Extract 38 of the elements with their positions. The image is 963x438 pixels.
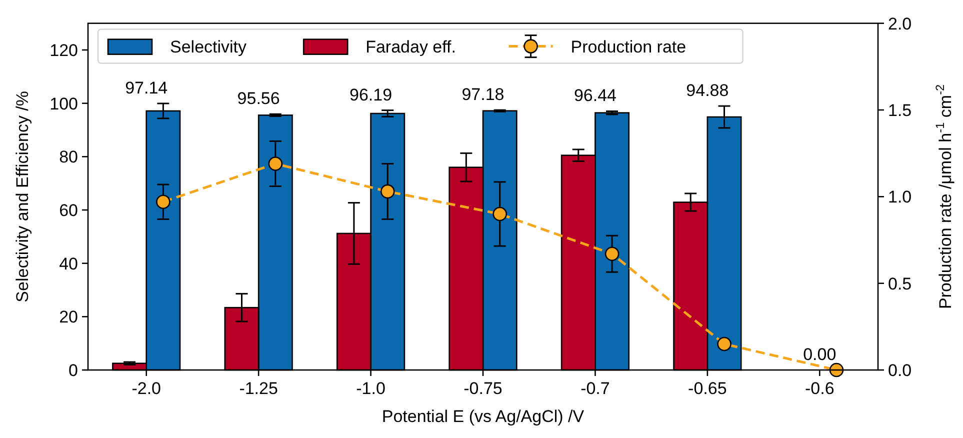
point (380, 184, 395, 199)
x-tick-label: -0.75 (464, 379, 502, 398)
y2-tick-label: 2.0 (888, 14, 912, 34)
y-tick-label: 60 (59, 200, 78, 220)
y-axis-title: Selectivity and Efficiency /% (13, 90, 32, 302)
y-tick-label: 100 (50, 94, 78, 114)
y2-tick-label: 1.5 (888, 100, 912, 120)
x-tick-label: -2.0 (132, 379, 161, 398)
x-tick-label: -1.25 (239, 379, 278, 398)
data-label: 94.88 (686, 81, 729, 100)
x-tick-label: -0.65 (688, 379, 727, 398)
data-label: 0.00 (803, 345, 836, 364)
data-label: 96.19 (350, 85, 392, 104)
point (492, 206, 507, 222)
y-tick-label: 40 (59, 254, 78, 274)
x-tick-label: -1.0 (356, 379, 386, 398)
legend-label: Faraday eff. (366, 37, 456, 56)
data-label: 97.14 (125, 78, 168, 98)
legend-label: Selectivity (170, 37, 248, 56)
point (268, 156, 283, 171)
y2-tick-label: 0.5 (888, 274, 912, 294)
data-label: 95.56 (237, 89, 280, 108)
y-tick-label: 80 (59, 148, 78, 167)
legend-label: Production rate (570, 37, 686, 56)
y-tick-label: 0 (68, 361, 78, 380)
point (717, 336, 732, 352)
point (829, 362, 844, 378)
x-tick-label: -0.7 (580, 379, 610, 398)
y-tick-label: 120 (50, 40, 78, 60)
y-tick-label: 20 (59, 308, 78, 327)
point (604, 246, 620, 262)
data-label: 96.44 (574, 86, 616, 106)
point (156, 194, 170, 209)
data-label: 97.18 (462, 85, 504, 104)
x-axis-title: Potential E (vs Ag/AgCl) /V (382, 407, 585, 426)
y2-tick-label: 0.0 (888, 361, 912, 380)
x-tick-label: -0.6 (805, 379, 834, 398)
y2-tick-label: 1.0 (888, 188, 912, 207)
